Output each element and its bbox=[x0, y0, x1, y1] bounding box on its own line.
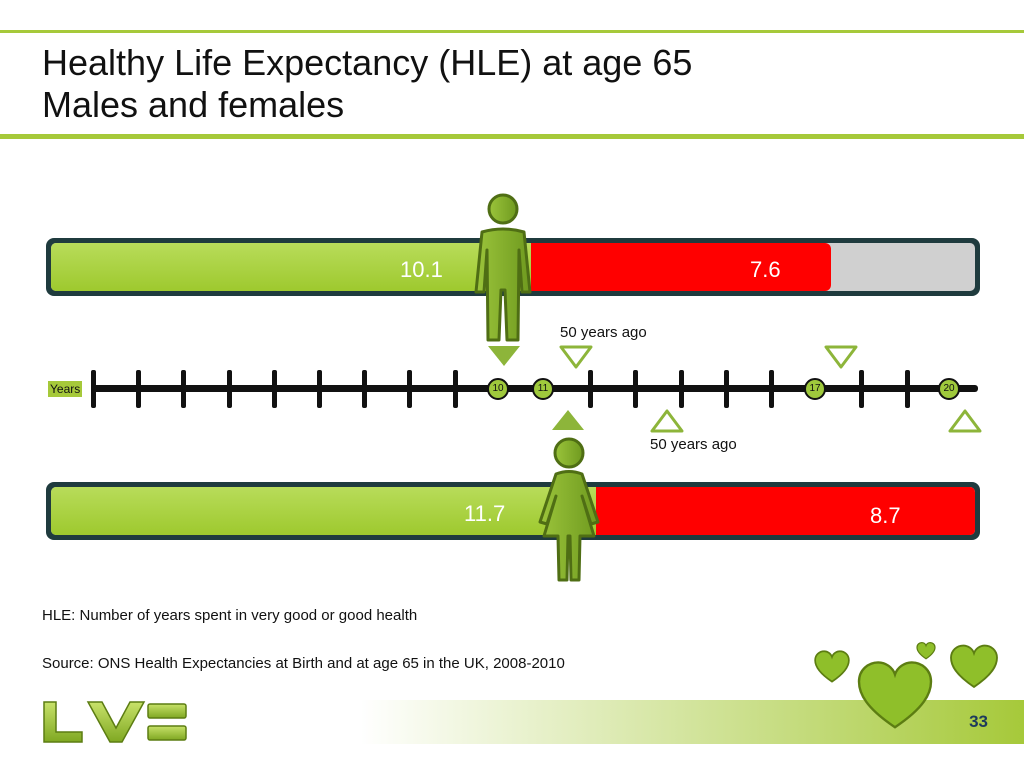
timeline-tick bbox=[226, 370, 232, 408]
timeline-tick bbox=[181, 370, 187, 408]
female-remaining-segment bbox=[596, 487, 975, 535]
marker-17: 17 bbox=[804, 378, 826, 400]
timeline-tick bbox=[588, 370, 594, 408]
top-rule bbox=[0, 30, 1024, 33]
male-hle-segment bbox=[51, 243, 531, 291]
lv-logo bbox=[43, 701, 187, 743]
timeline-tick bbox=[91, 370, 96, 408]
timeline-tick bbox=[452, 370, 458, 408]
female-bar-track bbox=[51, 487, 975, 535]
timeline-tick bbox=[136, 370, 142, 408]
timeline-tick bbox=[678, 370, 684, 408]
marker-10: 10 bbox=[487, 378, 509, 400]
title-line-1: Healthy Life Expectancy (HLE) at age 65 bbox=[42, 42, 693, 83]
male-current-marker-triangle-down-icon bbox=[488, 346, 520, 366]
heart-icon-right bbox=[950, 644, 998, 689]
female-hle-value: 11.7 bbox=[464, 501, 506, 526]
timeline-tick bbox=[769, 370, 774, 408]
timeline-years-label: Years bbox=[48, 381, 83, 397]
timeline-tick bbox=[317, 370, 322, 408]
timeline-tick bbox=[271, 370, 277, 408]
male-remaining-value: 7.6 bbox=[750, 257, 781, 282]
heart-icon-large bbox=[857, 661, 933, 729]
female-hle-segment bbox=[51, 487, 596, 535]
data-source: Source: ONS Health Expectancies at Birth… bbox=[42, 655, 565, 672]
timeline-tick bbox=[407, 370, 413, 408]
timeline-tick bbox=[859, 370, 865, 408]
title-line-2: Males and females bbox=[42, 84, 345, 125]
title-rule bbox=[0, 134, 1024, 139]
slide-title: Healthy Life Expectancy (HLE) at age 65 … bbox=[42, 42, 692, 126]
female-50-years-ago-label: 50 years ago bbox=[650, 436, 737, 453]
page-number: 33 bbox=[969, 712, 988, 731]
marker-20: 20 bbox=[938, 378, 960, 400]
female-hle-bar: 11.7 8.7 bbox=[46, 482, 980, 540]
male-figure-icon bbox=[474, 193, 532, 342]
male-50-years-ago-label: 50 years ago bbox=[560, 324, 647, 341]
male-hle-value: 10.1 bbox=[400, 257, 443, 282]
timeline-tick bbox=[633, 370, 639, 408]
female-current-marker-triangle-up-icon bbox=[552, 410, 584, 430]
timeline-tick bbox=[723, 370, 729, 408]
timeline-tick bbox=[904, 370, 910, 408]
female-total-triangle-up-icon bbox=[948, 409, 982, 433]
timeline-tick bbox=[362, 370, 368, 408]
female-50-years-ago-triangle-up-icon bbox=[650, 409, 684, 433]
heart-icon-tiny bbox=[916, 642, 936, 660]
heart-icon-small-left bbox=[814, 650, 850, 683]
hle-definition: HLE: Number of years spent in very good … bbox=[42, 607, 418, 624]
male-remaining-segment bbox=[531, 243, 831, 291]
female-remaining-value: 8.7 bbox=[870, 503, 901, 528]
male-total-triangle-down-icon bbox=[824, 345, 858, 369]
marker-11: 11 bbox=[532, 378, 554, 400]
male-50-years-ago-triangle-down-icon bbox=[559, 345, 593, 369]
female-figure-icon bbox=[538, 437, 600, 582]
